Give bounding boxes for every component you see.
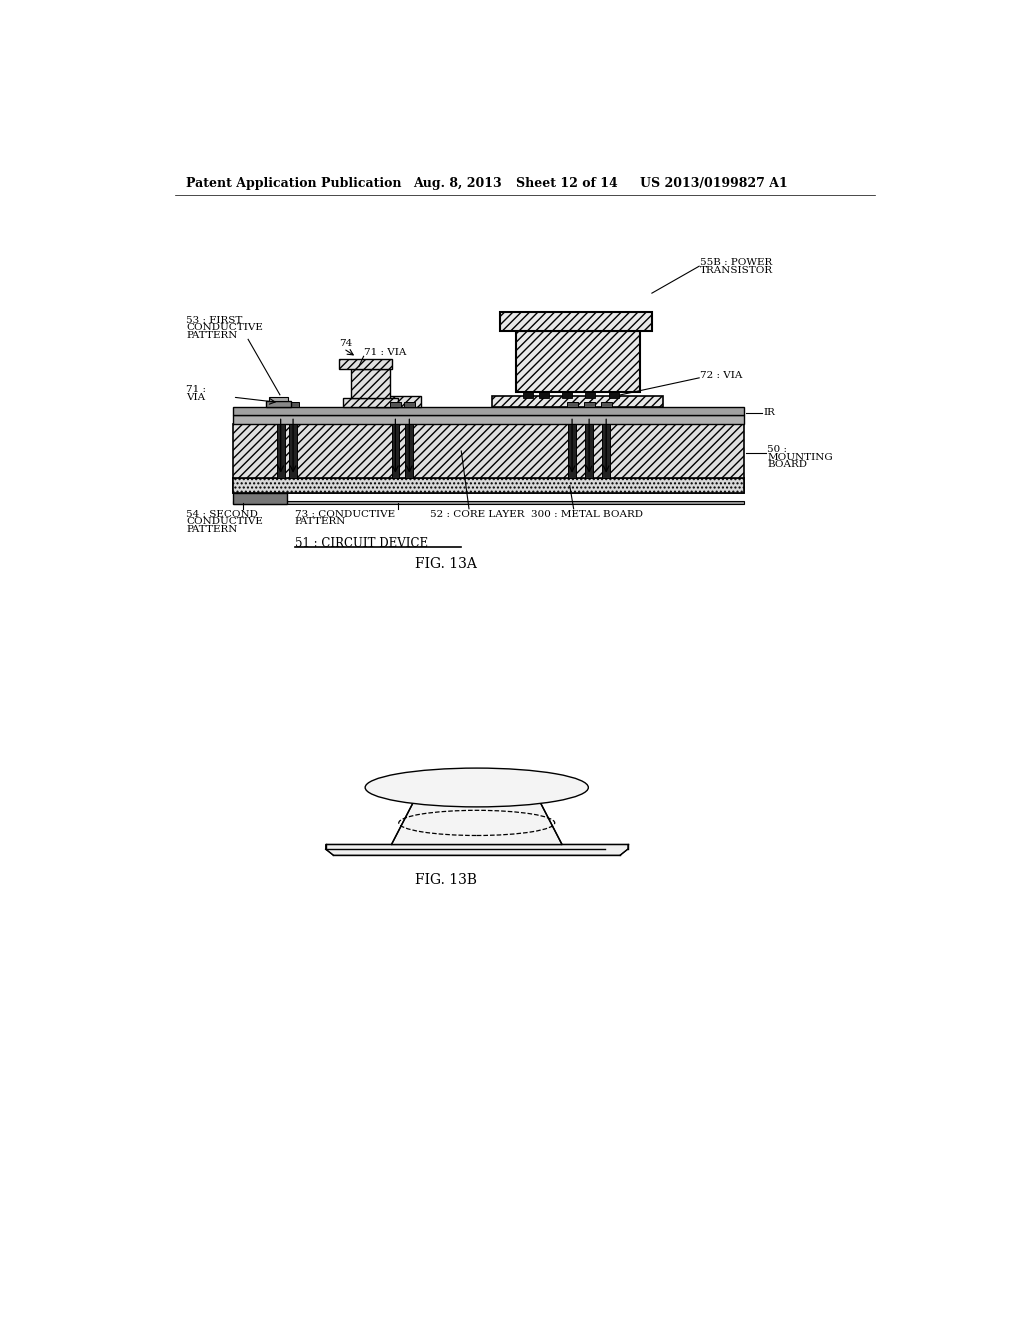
Bar (276, 424, 285, 478)
Ellipse shape (366, 768, 589, 807)
Bar (539, 392, 549, 397)
Text: PATTERN: PATTERN (186, 525, 238, 535)
Text: TRANSISTOR: TRANSISTOR (700, 265, 773, 275)
Bar (391, 424, 399, 478)
Text: Sheet 12 of 14: Sheet 12 of 14 (515, 177, 617, 190)
Bar (566, 403, 578, 407)
Text: 51 : CIRCUIT DEVICE: 51 : CIRCUIT DEVICE (295, 537, 428, 550)
Bar (493, 396, 663, 407)
Bar (269, 397, 288, 401)
Bar (232, 414, 744, 424)
Bar (584, 403, 595, 407)
Bar (351, 368, 390, 397)
Text: 55B : POWER: 55B : POWER (700, 257, 772, 267)
Text: FIG. 13B: FIG. 13B (415, 873, 477, 887)
Text: IR: IR (764, 408, 775, 417)
Bar (601, 403, 611, 407)
Bar (339, 359, 391, 368)
Bar (375, 396, 421, 407)
Text: 71 : VIA: 71 : VIA (365, 348, 407, 356)
Bar (232, 502, 744, 504)
Text: FIG. 13A: FIG. 13A (415, 557, 477, 572)
Text: 73 : CONDUCTIVE: 73 : CONDUCTIVE (295, 510, 394, 519)
Text: 300 : METAL BOARD: 300 : METAL BOARD (531, 510, 643, 519)
Text: US 2013/0199827 A1: US 2013/0199827 A1 (640, 177, 787, 190)
Text: MOUNTING: MOUNTING (767, 453, 834, 462)
Text: 54 : SECOND: 54 : SECOND (186, 510, 258, 519)
Bar (523, 392, 534, 397)
Bar (289, 424, 297, 478)
Text: CONDUCTIVE: CONDUCTIVE (186, 517, 263, 527)
Bar (403, 403, 415, 407)
Bar (343, 397, 397, 407)
Text: 74: 74 (339, 339, 352, 347)
Text: 71 :: 71 : (186, 385, 206, 393)
Text: CONDUCTIVE: CONDUCTIVE (186, 323, 263, 333)
Bar (232, 478, 744, 494)
Polygon shape (391, 788, 562, 845)
Bar (586, 424, 593, 478)
Bar (390, 403, 400, 407)
Bar (562, 392, 572, 397)
Bar (266, 401, 291, 407)
Bar (232, 407, 744, 414)
Polygon shape (326, 845, 628, 855)
Text: Aug. 8, 2013: Aug. 8, 2013 (414, 177, 502, 190)
Text: 50 :: 50 : (767, 445, 787, 454)
Bar (288, 403, 299, 407)
Text: BOARD: BOARD (767, 461, 807, 470)
Bar (232, 424, 744, 478)
Bar (586, 392, 595, 397)
Bar (275, 403, 286, 407)
Text: Patent Application Publication: Patent Application Publication (186, 177, 401, 190)
Text: 52 : CORE LAYER: 52 : CORE LAYER (430, 510, 524, 519)
Bar (608, 392, 618, 397)
Text: VIA: VIA (186, 392, 205, 401)
Bar (500, 313, 652, 331)
Bar (515, 331, 640, 392)
Bar (406, 424, 414, 478)
Text: PATTERN: PATTERN (295, 517, 346, 527)
Bar (568, 424, 575, 478)
Bar (232, 494, 287, 504)
Text: 53 : FIRST: 53 : FIRST (186, 315, 243, 325)
Bar (602, 424, 610, 478)
Bar (232, 478, 744, 494)
Text: PATTERN: PATTERN (186, 331, 238, 341)
Text: 72 : VIA: 72 : VIA (700, 371, 742, 380)
